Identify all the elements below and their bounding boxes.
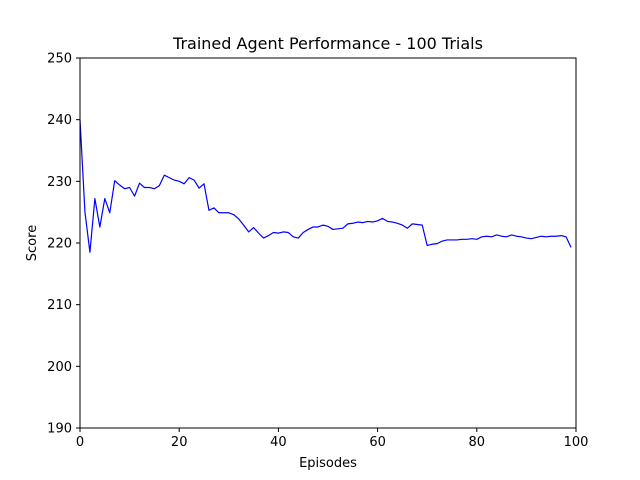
y-tick-label: 250 <box>47 52 72 67</box>
x-tick-label: 0 <box>76 435 84 450</box>
x-axis: 0 20 40 60 80 100 <box>76 428 589 450</box>
x-tick-label: 100 <box>564 435 589 450</box>
y-tick-label: 210 <box>47 298 72 313</box>
series-line-0 <box>79 119 572 253</box>
x-tick-label: 40 <box>270 435 287 450</box>
x-tick-label: 80 <box>469 435 486 450</box>
y-tick-label: 220 <box>47 237 72 252</box>
y-tick-label: 190 <box>47 422 72 437</box>
x-axis-label: Episodes <box>299 456 357 471</box>
y-tick-label: 240 <box>47 113 72 128</box>
y-axis-label: Score <box>25 225 40 261</box>
y-tick-label: 230 <box>47 175 72 190</box>
x-tick-label: 20 <box>171 435 188 450</box>
x-tick-label: 60 <box>369 435 386 450</box>
y-axis: 190 200 210 220 230 240 250 <box>47 52 80 437</box>
y-tick-label: 200 <box>47 360 72 375</box>
chart-title: Trained Agent Performance - 100 Trials <box>172 34 483 53</box>
plot-area <box>79 119 572 253</box>
